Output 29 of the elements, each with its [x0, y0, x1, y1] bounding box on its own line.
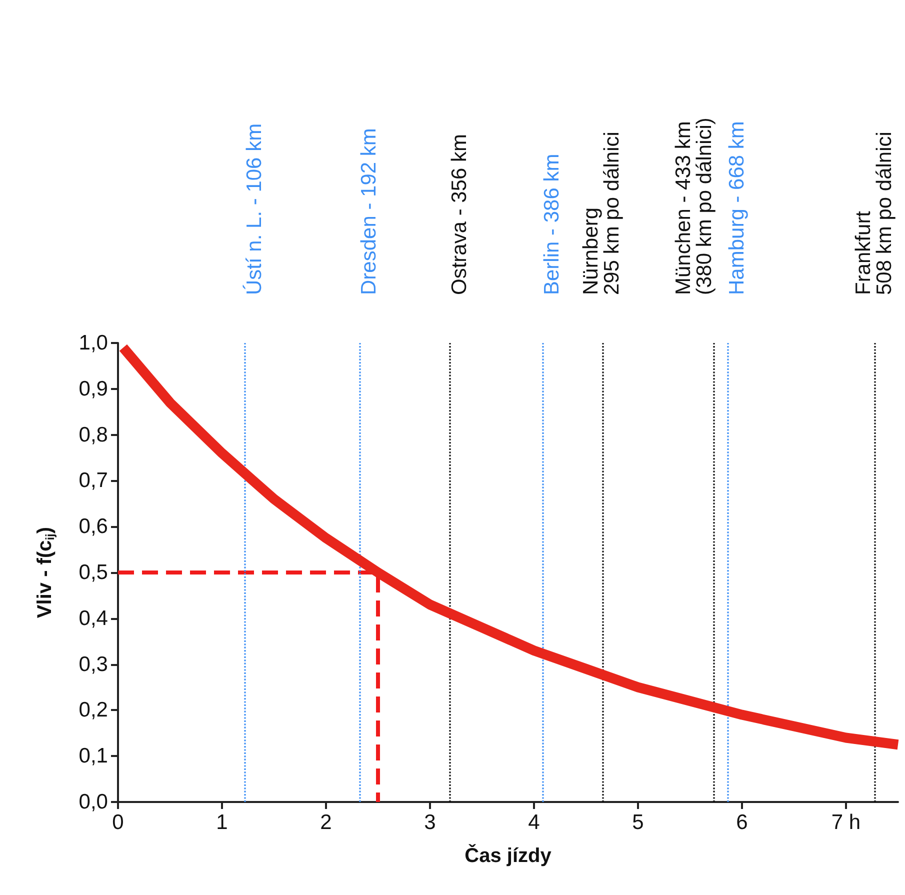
x-tick-label: 6	[736, 811, 748, 834]
ref-line-label: Hamburg - 668 km	[725, 121, 748, 295]
x-tick-label: 4	[528, 811, 540, 834]
y-tick-label: 0,9	[78, 377, 108, 400]
x-axis-title: Čas jízdy	[464, 844, 552, 867]
y-tick-label: 0,6	[78, 515, 108, 538]
ref-line-label: Frankfurt 508 km po dálnici	[852, 132, 896, 295]
ref-line-label: München - 433 km (380 km po dálnici)	[672, 118, 716, 295]
y-axis-title: Vliv - f(cij)	[34, 526, 57, 618]
x-tick-label: 1	[216, 811, 228, 834]
y-tick-label: 0,3	[78, 652, 108, 676]
ref-line-label: Dresden - 192 km	[357, 128, 380, 295]
y-tick-label: 0,2	[78, 698, 108, 722]
x-tick-label: 5	[632, 811, 644, 834]
y-tick-label: 0,0	[78, 790, 108, 814]
y-tick-label: 0,8	[78, 423, 108, 446]
x-tick-label: 7 h	[831, 811, 861, 834]
x-tick-label: 0	[112, 811, 124, 834]
x-tick-label: 2	[320, 811, 332, 834]
y-tick-label: 0,5	[78, 561, 108, 584]
y-tick-label: 1,0	[78, 332, 108, 354]
ref-line-label: Berlin - 386 km	[540, 154, 564, 295]
y-tick-label: 0,4	[78, 606, 108, 630]
y-tick-label: 0,7	[78, 469, 108, 492]
ref-line-label: Nürnberg 295 km po dálnici	[580, 132, 624, 295]
y-tick-label: 0,1	[78, 744, 108, 768]
ref-line-label: Ostrava - 356 km	[448, 134, 471, 295]
ref-line-label: Ústí n. L. - 106 km	[242, 123, 266, 295]
x-tick-label: 3	[424, 811, 436, 834]
